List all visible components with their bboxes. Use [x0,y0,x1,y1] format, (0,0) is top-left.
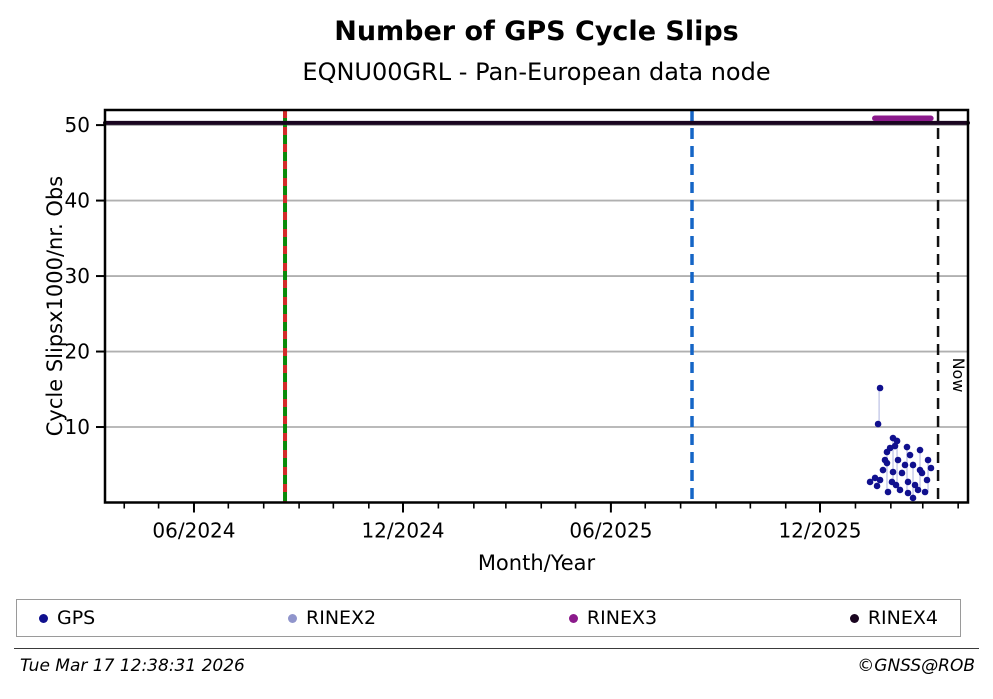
gps-data-point [873,482,881,490]
gps-data-point [904,489,912,497]
legend-label: GPS [57,607,96,629]
gps-data-point [903,443,911,451]
legend-label: RINEX4 [867,607,938,629]
gps-data-point [891,442,899,450]
gps-marker-icon [39,613,48,623]
gps-data-point [896,486,904,494]
cycle-slips-plot: Now 10 20 30 40 50 06/2024 12/2024 06/2025 12/202… [65,108,970,543]
x-axis-label: Month/Year [477,551,596,575]
rinex3-marker-icon [568,613,578,623]
legend-item-rinex3: RINEX3 [568,607,658,629]
gps-data-point [876,476,884,484]
x-tick-label: 12/2025 [778,519,861,543]
gps-data-point [918,469,926,477]
y-tick-label: 30 [65,264,90,288]
x-tick-label: 06/2025 [569,519,652,543]
gps-data-point [904,478,912,486]
gps-data-point [893,437,901,445]
gps-data-point [883,448,891,456]
y-tick-label: 20 [65,340,90,364]
y-tick-label: 10 [65,415,90,439]
y-tick-label: 40 [65,189,90,213]
gps-data-point [909,494,917,502]
gps-data-point [901,461,909,469]
plot-timestamp: Tue Mar 17 12:38:31 2026 [20,656,245,676]
rinex2-marker-icon [288,613,298,623]
rinex4-marker-icon [849,613,859,623]
gps-data-point [923,476,931,484]
gps-data-point [876,384,884,392]
x-tick-label: 12/2024 [361,519,444,543]
legend-label: RINEX3 [586,607,658,629]
chart-subtitle: EQNU00GRL - Pan-European data node [302,58,771,86]
gps-data-point [883,459,891,467]
chart-title: Number of GPS Cycle Slips [334,16,739,47]
credit-text: ©GNSS@ROB [857,656,975,676]
gps-data-point [879,466,887,474]
gps-data-point [914,486,922,494]
legend: GPS RINEX2 RINEX3 RINEX4 [16,599,961,637]
legend-item-rinex2: RINEX2 [288,607,376,629]
gps-data-point [871,474,879,482]
legend-item-rinex4: RINEX4 [849,607,938,629]
gps-data-point [906,451,914,459]
gps-data-point [894,456,902,464]
gps-data-point [866,478,874,486]
plot-frame [103,108,970,504]
now-label: Now [949,358,968,393]
gps-data-point [884,488,892,496]
legend-label: RINEX2 [306,607,377,629]
gps-data-point [874,420,882,428]
gps-data-point [892,481,900,489]
y-tick-label: 50 [65,113,90,137]
gps-data-point [924,456,932,464]
legend-item-gps: GPS [39,607,95,629]
gps-data-point [916,446,924,454]
footer-divider [14,648,979,649]
gps-data-point [909,461,917,469]
gps-data-point [898,469,906,477]
gps-data-point [911,481,919,489]
gps-data-point [927,464,935,472]
gps-data-point [889,468,897,476]
gps-data-point [921,488,929,496]
x-tick-label: 06/2024 [152,519,235,543]
